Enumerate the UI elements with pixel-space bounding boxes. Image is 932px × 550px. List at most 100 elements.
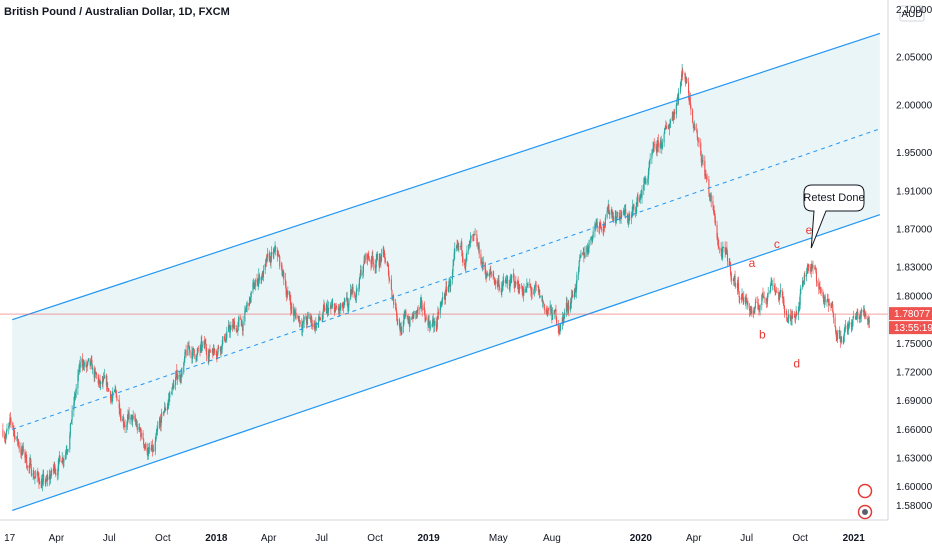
candle-body (294, 312, 296, 315)
candle-body (443, 296, 445, 298)
candle-body (789, 314, 791, 320)
economic-event-icon[interactable] (857, 483, 873, 499)
retest-callout[interactable]: Retest Done (803, 184, 865, 249)
channel-upper-line[interactable] (12, 32, 881, 321)
candle-body (342, 307, 344, 308)
time-axis[interactable] (0, 520, 932, 550)
candle-body (252, 282, 254, 292)
candle-body (6, 428, 8, 432)
candle-body (614, 216, 616, 222)
candle-body (681, 70, 683, 75)
candle-body (529, 285, 531, 287)
candle-body (712, 205, 715, 212)
candle-body (706, 177, 708, 179)
candle-body (647, 171, 649, 179)
x-tick-label: Apr (686, 533, 702, 544)
candle-body (22, 446, 24, 451)
candle-body (633, 204, 635, 210)
candle-body (665, 125, 667, 128)
candle-body (492, 273, 494, 277)
candle-body (204, 341, 206, 345)
candle-body (543, 302, 545, 305)
candle-body (185, 350, 187, 356)
candle-body (844, 325, 847, 327)
candle-body (632, 205, 634, 212)
candle-body (572, 294, 574, 298)
candle-body (52, 467, 55, 472)
candle-body (393, 298, 395, 305)
candle-body (419, 302, 421, 308)
wave-label-b: b (759, 328, 766, 342)
candle-body (17, 440, 19, 442)
candle-body (608, 211, 610, 215)
candle-body (286, 294, 288, 298)
candle-body (610, 212, 612, 215)
candle-body (25, 453, 27, 462)
candle-body (79, 366, 81, 368)
candle-body (234, 328, 236, 329)
candle-body (207, 354, 209, 360)
candle-body (79, 362, 81, 368)
candle-body (510, 278, 512, 283)
candle-body (176, 377, 178, 380)
channel-middle-line[interactable] (12, 128, 881, 430)
candle-body (416, 308, 419, 313)
candle-body (20, 448, 22, 455)
candle-body (525, 289, 527, 292)
candle-body (836, 332, 838, 340)
candle-body (623, 211, 625, 216)
candle-body (309, 314, 311, 320)
candle-body (815, 272, 818, 281)
candle-body (355, 295, 357, 297)
candle-body (617, 212, 619, 213)
candle-body (551, 313, 554, 320)
candle-body (195, 355, 197, 361)
candle-body (176, 370, 178, 378)
candle-body (705, 174, 707, 178)
candle-body (447, 286, 449, 292)
candle-body (749, 308, 751, 311)
candle-body (446, 286, 448, 292)
candle-body (152, 449, 155, 452)
candle-body (702, 160, 704, 161)
candle-body (681, 74, 683, 82)
candle-body (489, 273, 491, 275)
candle-body (863, 310, 865, 313)
candle-body (421, 299, 423, 306)
candle-body (363, 260, 365, 265)
candle-body (158, 421, 160, 428)
candle-body (220, 346, 222, 352)
candle-body (297, 318, 299, 319)
candle-body (114, 389, 116, 392)
candle-body (293, 314, 295, 317)
candle-body (497, 283, 499, 285)
candle-body (155, 435, 157, 442)
candle-body (252, 282, 255, 287)
currency-box[interactable] (899, 5, 925, 22)
candle-body (305, 319, 308, 324)
candle-body (700, 142, 702, 156)
candle-body (514, 282, 516, 288)
candle-body (737, 283, 740, 292)
candle-body (708, 179, 710, 194)
event-markers[interactable] (857, 483, 873, 520)
candle-body (306, 318, 308, 324)
candle-body (303, 316, 305, 322)
candle-body (525, 287, 527, 292)
candle-body (75, 388, 77, 394)
candle-body (720, 247, 722, 252)
candle-body (90, 362, 92, 366)
candle-body (367, 254, 369, 256)
candle-body (616, 212, 618, 220)
candle-body (592, 231, 594, 238)
price-axis[interactable] (888, 0, 932, 520)
candle-body (5, 436, 7, 440)
candle-body (639, 197, 641, 202)
candle-body (738, 291, 740, 298)
candle-body (65, 452, 67, 460)
candle-body (216, 352, 219, 357)
candle-body (710, 194, 712, 196)
channel-lower-line[interactable] (12, 214, 881, 512)
candle-body (400, 327, 402, 332)
